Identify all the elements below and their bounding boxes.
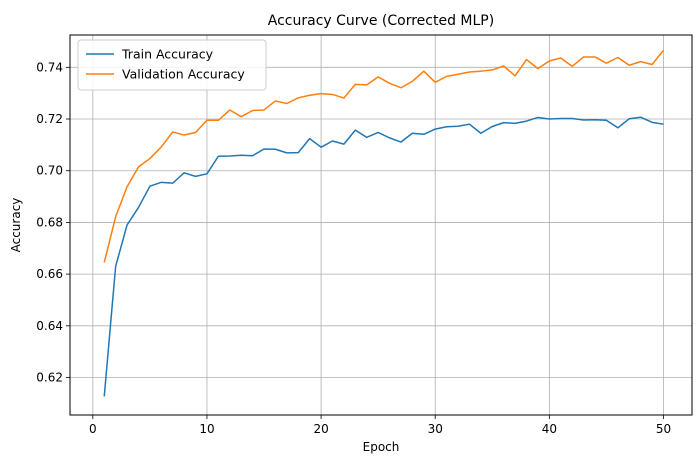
x-tick-label: 40: [542, 422, 557, 436]
x-axis-title: Epoch: [363, 440, 400, 454]
plot-frame: [69, 34, 693, 416]
x-tick-label: 10: [199, 422, 214, 436]
x-tick-label: 30: [428, 422, 443, 436]
series-lines: [103, 49, 665, 397]
validation-accuracy-line: [103, 49, 665, 263]
axis-ticks: 0 10 20 30 40 50 0.62 0.64 0.66 0.68 0.70 0.72 0.74: [36, 60, 671, 436]
y-axis-title: Accuracy: [9, 198, 23, 253]
grid: [70, 35, 692, 415]
y-tick-label: 0.62: [36, 371, 63, 385]
x-tick-label: 50: [656, 422, 671, 436]
legend-label-train-accuracy: Train Accuracy: [121, 47, 214, 62]
y-tick-label: 0.74: [36, 60, 63, 74]
y-tick-label: 0.68: [36, 215, 63, 229]
chart-title: Accuracy Curve (Corrected MLP): [268, 13, 494, 29]
y-tick-label: 0.70: [36, 164, 63, 178]
x-tick-label: 0: [89, 422, 97, 436]
train-accuracy-line: [103, 116, 664, 397]
y-tick-label: 0.72: [36, 112, 63, 126]
legend-label-validation-accuracy: Validation Accuracy: [122, 67, 245, 82]
legend-box: [77, 39, 267, 91]
y-tick-label: 0.64: [36, 319, 63, 333]
x-tick-label: 20: [313, 422, 328, 436]
legend: Train Accuracy Validation Accuracy: [77, 39, 267, 91]
y-tick-label: 0.66: [36, 267, 63, 281]
